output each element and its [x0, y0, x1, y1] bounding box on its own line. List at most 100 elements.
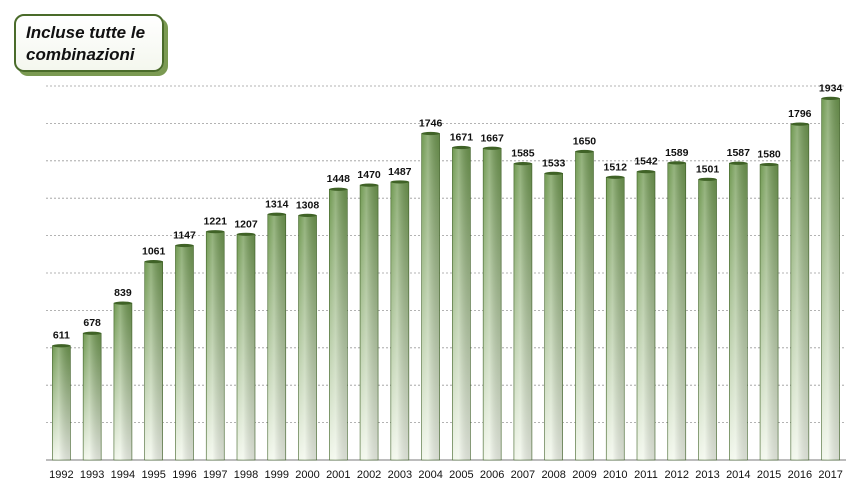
- x-tick-label: 2001: [326, 469, 350, 481]
- bar-shine: [729, 163, 748, 460]
- bar-2011: [636, 170, 656, 461]
- bar-shine: [821, 98, 840, 460]
- x-tick-label: 1995: [141, 469, 165, 481]
- x-axis-ticks: 1992 1993 1994 1995 1996 1997 1998 1999 2000 2001…: [49, 469, 843, 481]
- x-tick-label: 2017: [818, 469, 842, 481]
- bar-1998: [236, 232, 256, 461]
- bar-shine: [83, 333, 102, 460]
- value-label: 1589: [665, 147, 689, 159]
- bar-2008: [544, 171, 563, 461]
- bars: [52, 96, 840, 461]
- value-label: 1796: [788, 108, 812, 120]
- x-tick-label: 2006: [480, 469, 504, 481]
- bar-2009: [575, 149, 594, 461]
- x-tick-label: 1992: [49, 469, 73, 481]
- value-label: 1487: [388, 166, 412, 178]
- value-label: 1650: [573, 135, 597, 147]
- value-labels: 611 678 839 1061 1147 1221 1207 1314 1308 1448 147…: [53, 82, 843, 341]
- bar-cap: [144, 259, 163, 264]
- bar-1994: [113, 301, 133, 461]
- bar-shine: [544, 173, 563, 461]
- bar-cap: [390, 180, 409, 184]
- bar-shine: [760, 164, 779, 461]
- bar-cap: [83, 331, 102, 335]
- bar-2014: [729, 161, 748, 461]
- bar-shine: [298, 215, 317, 460]
- bar-cap: [206, 230, 225, 234]
- bar-shine: [513, 163, 532, 461]
- x-tick-label: 2015: [757, 469, 781, 481]
- value-label: 1667: [480, 132, 504, 144]
- value-label: 1470: [357, 169, 381, 181]
- bar-shine: [52, 345, 71, 460]
- x-tick-label: 2004: [418, 469, 442, 481]
- value-label: 1147: [173, 230, 196, 242]
- value-label: 1512: [604, 161, 628, 173]
- value-label: 611: [53, 330, 70, 342]
- bar-shine: [267, 214, 286, 460]
- x-tick-label: 1994: [111, 469, 135, 481]
- value-label: 839: [114, 287, 132, 299]
- value-label: 1314: [265, 198, 289, 210]
- bar-cap: [298, 213, 317, 218]
- bar-shine: [360, 185, 379, 461]
- x-tick-label: 1996: [172, 469, 196, 481]
- bar-2003: [390, 180, 410, 461]
- value-label: 1448: [327, 173, 351, 185]
- bar-2004: [421, 131, 440, 461]
- bar-cap: [575, 149, 594, 154]
- bar-cap: [513, 162, 532, 166]
- bar-shine: [667, 162, 686, 460]
- bar-shine: [390, 181, 409, 460]
- bar-2005: [452, 145, 471, 461]
- x-tick-label: 2000: [295, 469, 319, 481]
- bar-cap: [113, 301, 132, 305]
- bar-cap: [237, 232, 255, 236]
- x-tick-label: 2016: [788, 469, 812, 481]
- value-label: 1934: [819, 82, 843, 94]
- x-tick-label: 2008: [541, 469, 565, 481]
- bar-2000: [298, 213, 317, 461]
- bar-shine: [698, 179, 717, 461]
- value-label: 1207: [234, 218, 258, 230]
- x-tick-label: 2011: [634, 469, 658, 481]
- value-label: 678: [83, 317, 101, 329]
- bar-shine: [452, 147, 471, 460]
- bar-2015: [759, 162, 779, 461]
- bar-shine: [575, 151, 594, 460]
- bar-cap: [483, 146, 502, 150]
- bar-2017: [821, 96, 840, 461]
- bar-shine: [329, 189, 348, 460]
- bar-shine: [606, 177, 625, 461]
- bar-1992: [52, 344, 71, 461]
- bar-cap: [821, 96, 840, 100]
- x-tick-label: 2002: [357, 469, 381, 481]
- bar-shine: [421, 133, 440, 461]
- bar-cap: [790, 122, 809, 126]
- value-label: 1061: [142, 246, 166, 258]
- x-tick-label: 2014: [726, 469, 750, 481]
- bar-shine: [206, 231, 225, 460]
- x-tick-label: 1993: [80, 469, 104, 481]
- bar-2016: [790, 122, 810, 461]
- value-label: 1746: [419, 117, 443, 129]
- bar-cap: [267, 212, 286, 216]
- bar-shine: [790, 124, 809, 460]
- bar-shine: [175, 245, 194, 460]
- x-tick-label: 2009: [572, 469, 596, 481]
- bar-shine: [637, 171, 655, 460]
- bar-2001: [329, 187, 348, 461]
- gridlines: [46, 85, 846, 461]
- bar-cap: [667, 161, 686, 165]
- bar-cap: [329, 187, 348, 191]
- x-tick-label: 1997: [203, 469, 227, 481]
- bar-cap: [606, 175, 625, 179]
- chart-title: Incluse tutte le combinazioni: [26, 23, 146, 64]
- x-tick-label: 2010: [603, 469, 627, 481]
- bar-cap: [729, 161, 748, 165]
- bar-shine: [113, 303, 132, 460]
- bar-cap: [175, 243, 194, 248]
- x-tick-label: 2013: [695, 469, 719, 481]
- bar-1997: [205, 230, 225, 461]
